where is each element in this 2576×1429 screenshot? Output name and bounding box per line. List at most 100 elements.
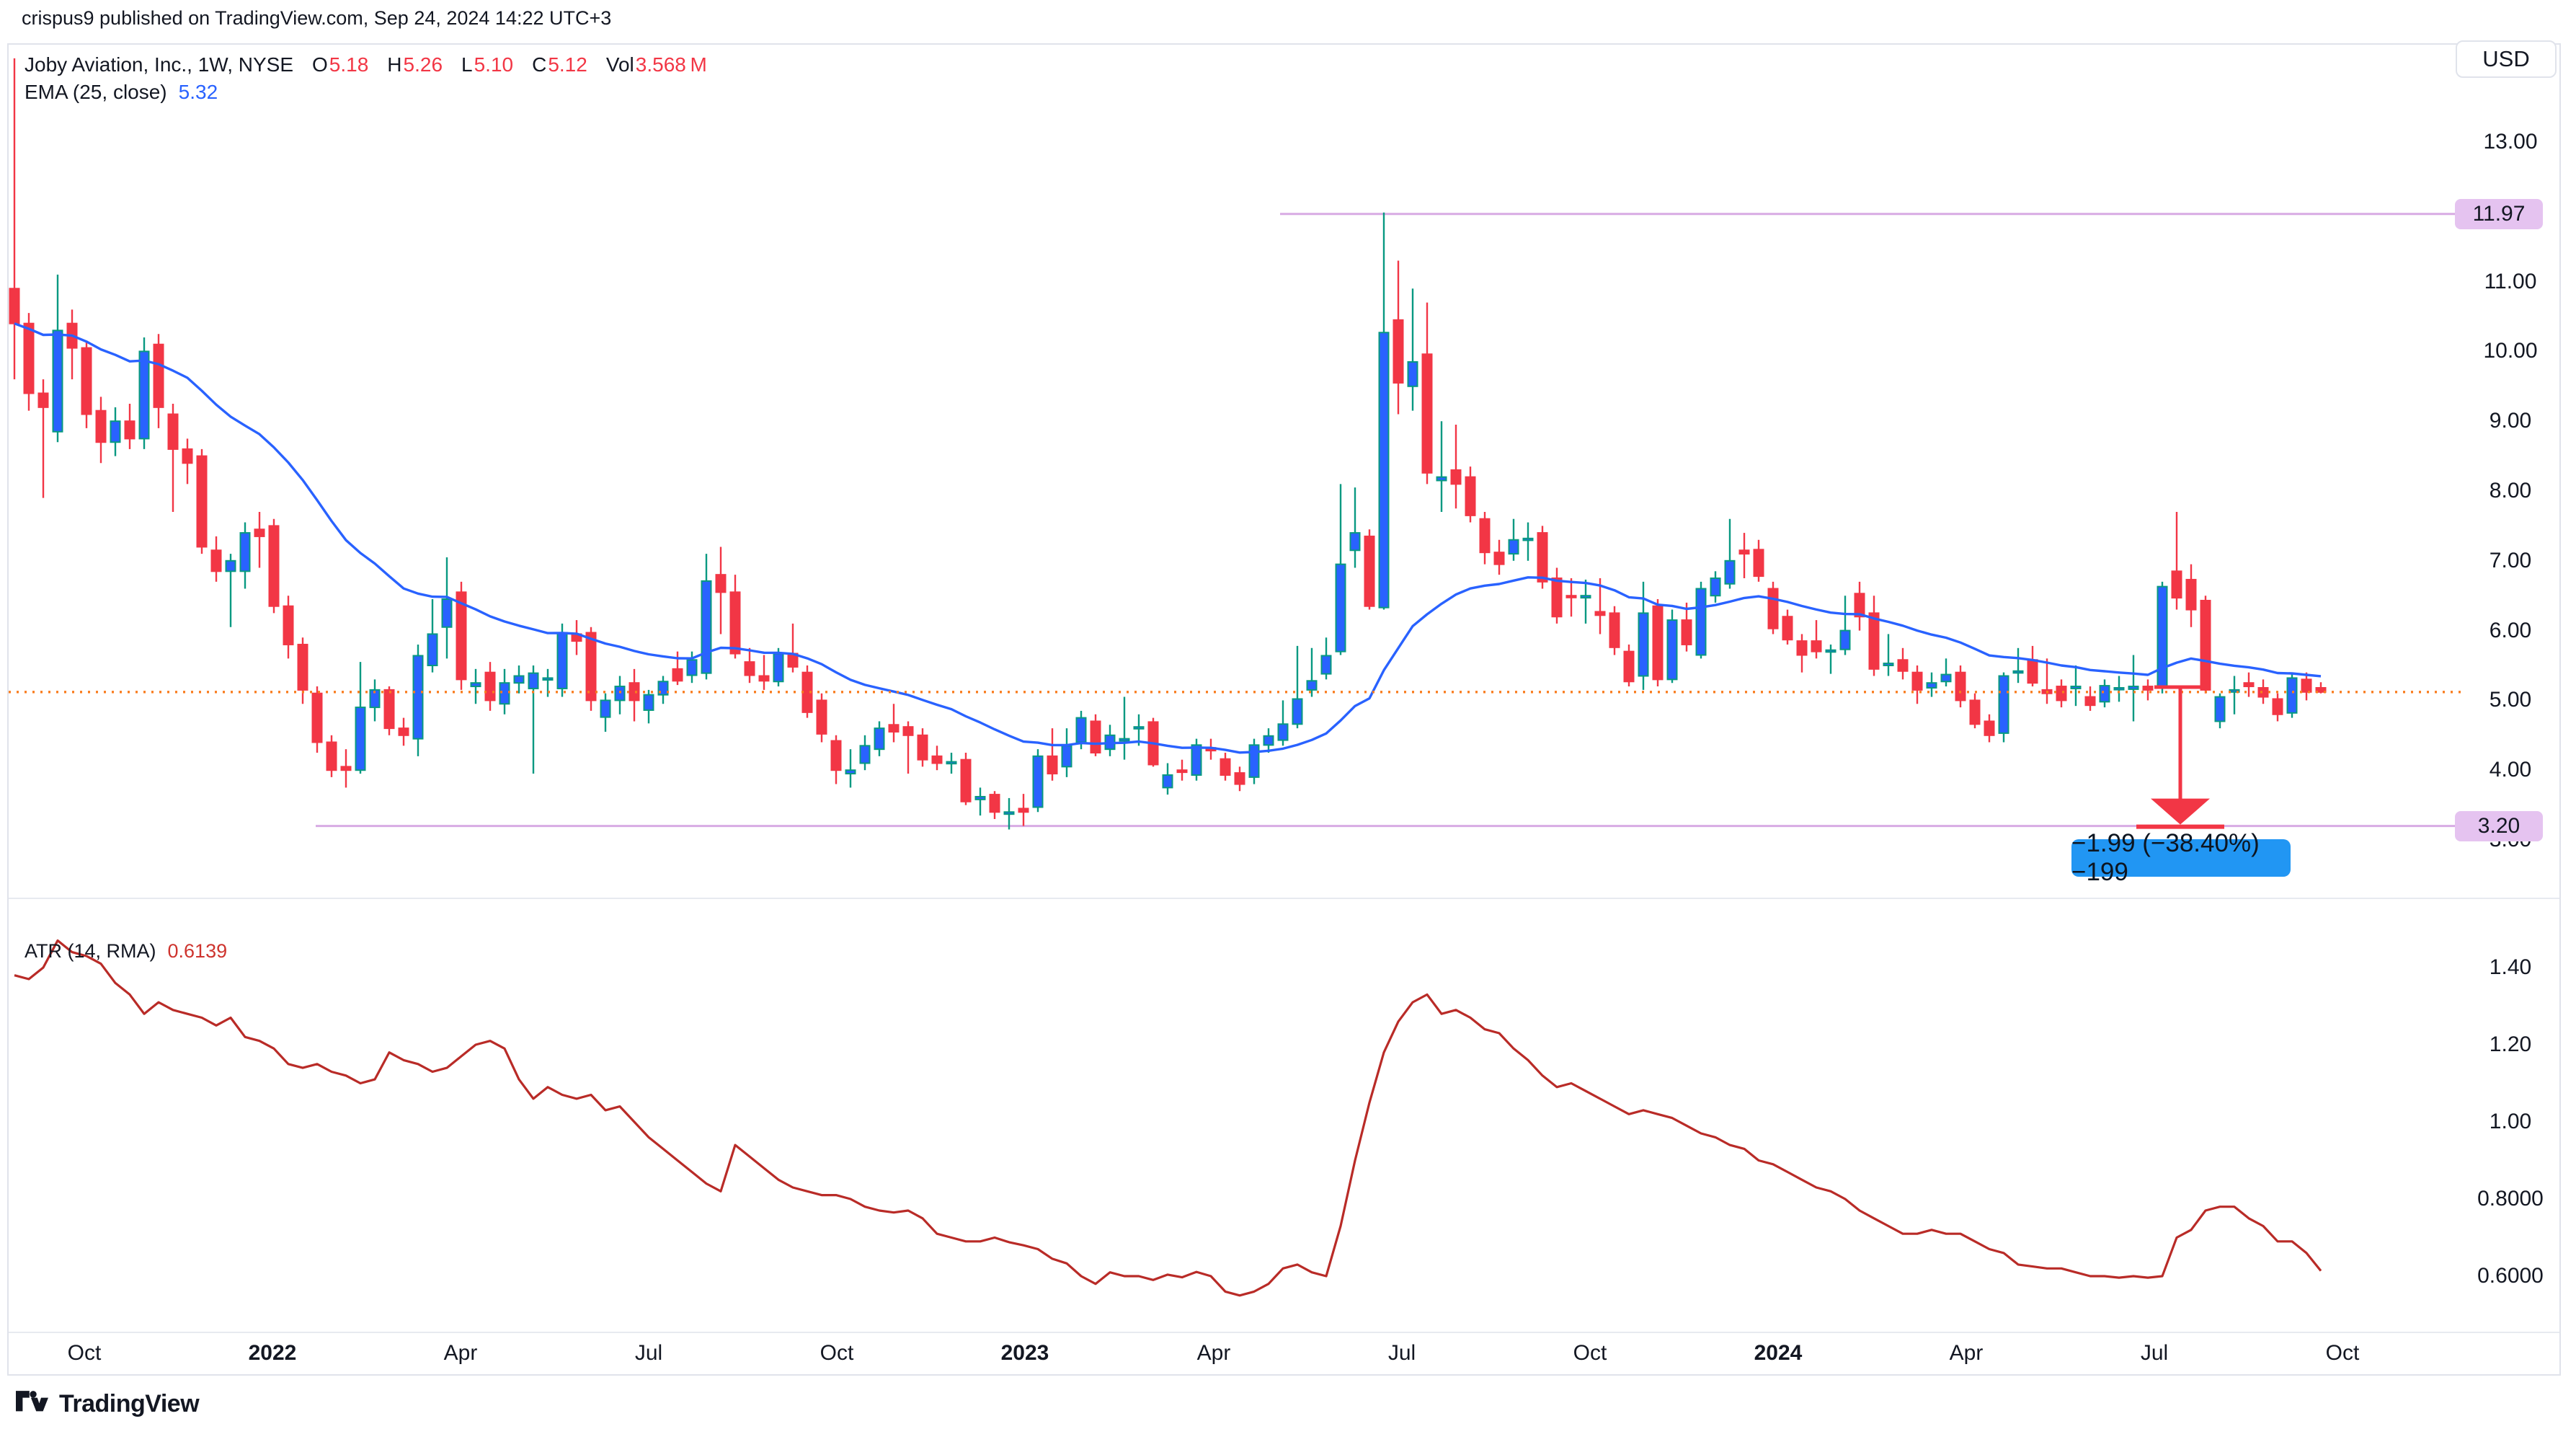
close-value: C 5.12 <box>532 53 587 76</box>
tradingview-logo[interactable]: TradingView <box>16 1390 200 1418</box>
candle <box>1652 599 1664 687</box>
candle <box>1320 637 1332 680</box>
candle <box>1998 672 2009 743</box>
candle <box>758 655 770 690</box>
candle <box>1292 645 1303 729</box>
candle <box>2099 679 2110 708</box>
candle <box>1450 425 1462 509</box>
candle <box>1854 581 1865 631</box>
candle <box>585 627 597 711</box>
candle <box>2185 564 2197 627</box>
candle <box>311 686 323 753</box>
candle <box>95 397 107 464</box>
candle <box>1710 571 1721 603</box>
time-label-month: Oct <box>2325 1341 2360 1365</box>
candle <box>1839 596 1851 655</box>
candle <box>1090 714 1101 756</box>
ema-value: 5.32 <box>178 81 218 103</box>
candle <box>297 637 308 704</box>
tradingview-logo-text: TradingView <box>59 1390 200 1417</box>
candle <box>874 721 885 756</box>
price-tick: 8.00 <box>2489 479 2532 503</box>
candle <box>2041 658 2053 704</box>
ema-label: EMA (25, close) <box>25 81 167 103</box>
candle <box>830 735 842 784</box>
ema-legend[interactable]: EMA (25, close) 5.32 <box>25 81 218 104</box>
candle <box>1767 581 1779 634</box>
candle <box>1047 728 1058 781</box>
symbol-legend[interactable]: Joby Aviation, Inc., 1W, NYSE O 5.18 H 5.2… <box>25 53 707 76</box>
atr-line <box>14 939 2322 1297</box>
candle <box>1176 759 1188 781</box>
measure-label[interactable]: −1.99 (−38.40%) −199 <box>2071 829 2291 886</box>
candle <box>1551 567 1563 624</box>
candle <box>1479 512 1491 565</box>
candle <box>556 623 568 697</box>
time-label-month: Oct <box>820 1341 854 1365</box>
time-axis-separator[interactable] <box>9 1332 2559 1333</box>
candle <box>2012 647 2024 683</box>
candle <box>614 676 626 714</box>
candle <box>2157 581 2168 694</box>
candle <box>1003 797 1015 830</box>
candle <box>2113 676 2125 702</box>
high-value: H 5.26 <box>387 53 443 76</box>
candle <box>283 596 294 659</box>
candle <box>9 58 20 380</box>
time-label-month: Jul <box>2140 1341 2169 1365</box>
candle <box>859 735 871 771</box>
candle <box>1335 484 1346 655</box>
candle <box>513 665 525 694</box>
candle <box>225 554 236 627</box>
candle <box>629 668 640 722</box>
ema-line <box>14 322 2322 754</box>
candle <box>1493 539 1505 575</box>
time-label-year: 2023 <box>1000 1341 1049 1365</box>
candle <box>110 407 121 456</box>
pane-separator[interactable] <box>9 898 2559 899</box>
candle <box>1782 609 1793 645</box>
candle <box>210 536 222 582</box>
chart-widget: Joby Aviation, Inc., 1W, NYSE O 5.18 H 5.2… <box>7 40 2561 1376</box>
candle <box>2128 655 2139 722</box>
atr-legend[interactable]: ATR (14, RMA) 0.6139 <box>25 940 227 963</box>
atr-tick: 0.6000 <box>2477 1264 2544 1288</box>
candle <box>1234 766 1245 792</box>
candle <box>1220 753 1231 781</box>
candle <box>1897 647 1909 680</box>
atr-tick: 0.8000 <box>2477 1187 2544 1211</box>
candle <box>427 599 438 673</box>
candle <box>1349 487 1361 568</box>
candle <box>124 404 136 449</box>
candle <box>196 448 208 554</box>
candle <box>456 581 467 690</box>
candle <box>715 547 727 634</box>
price-tick: 7.00 <box>2489 548 2532 572</box>
price-level-chip: 11.97 <box>2455 198 2543 229</box>
candle <box>1119 696 1130 760</box>
measure-arrow[interactable] <box>2136 685 2224 829</box>
candle <box>1104 725 1116 756</box>
candle <box>2027 645 2038 687</box>
time-label-year: 2022 <box>248 1341 297 1365</box>
candle <box>1407 288 1418 411</box>
time-label-month: Apr <box>1196 1341 1231 1365</box>
candle <box>1724 518 1736 589</box>
candle <box>974 787 986 816</box>
candle <box>2214 693 2226 729</box>
candle <box>701 554 712 680</box>
currency-button[interactable]: USD <box>2456 40 2557 78</box>
candle <box>182 438 193 485</box>
candle <box>902 721 914 774</box>
candle <box>946 753 957 774</box>
candle <box>369 679 381 722</box>
price-and-atr-chart[interactable] <box>9 45 2559 1374</box>
candle <box>2171 512 2182 610</box>
candle <box>1508 518 1519 561</box>
candle <box>52 274 63 443</box>
atr-value: 0.6139 <box>167 940 228 962</box>
candle <box>1666 609 1678 683</box>
candle <box>744 647 755 683</box>
candle <box>2257 679 2269 704</box>
